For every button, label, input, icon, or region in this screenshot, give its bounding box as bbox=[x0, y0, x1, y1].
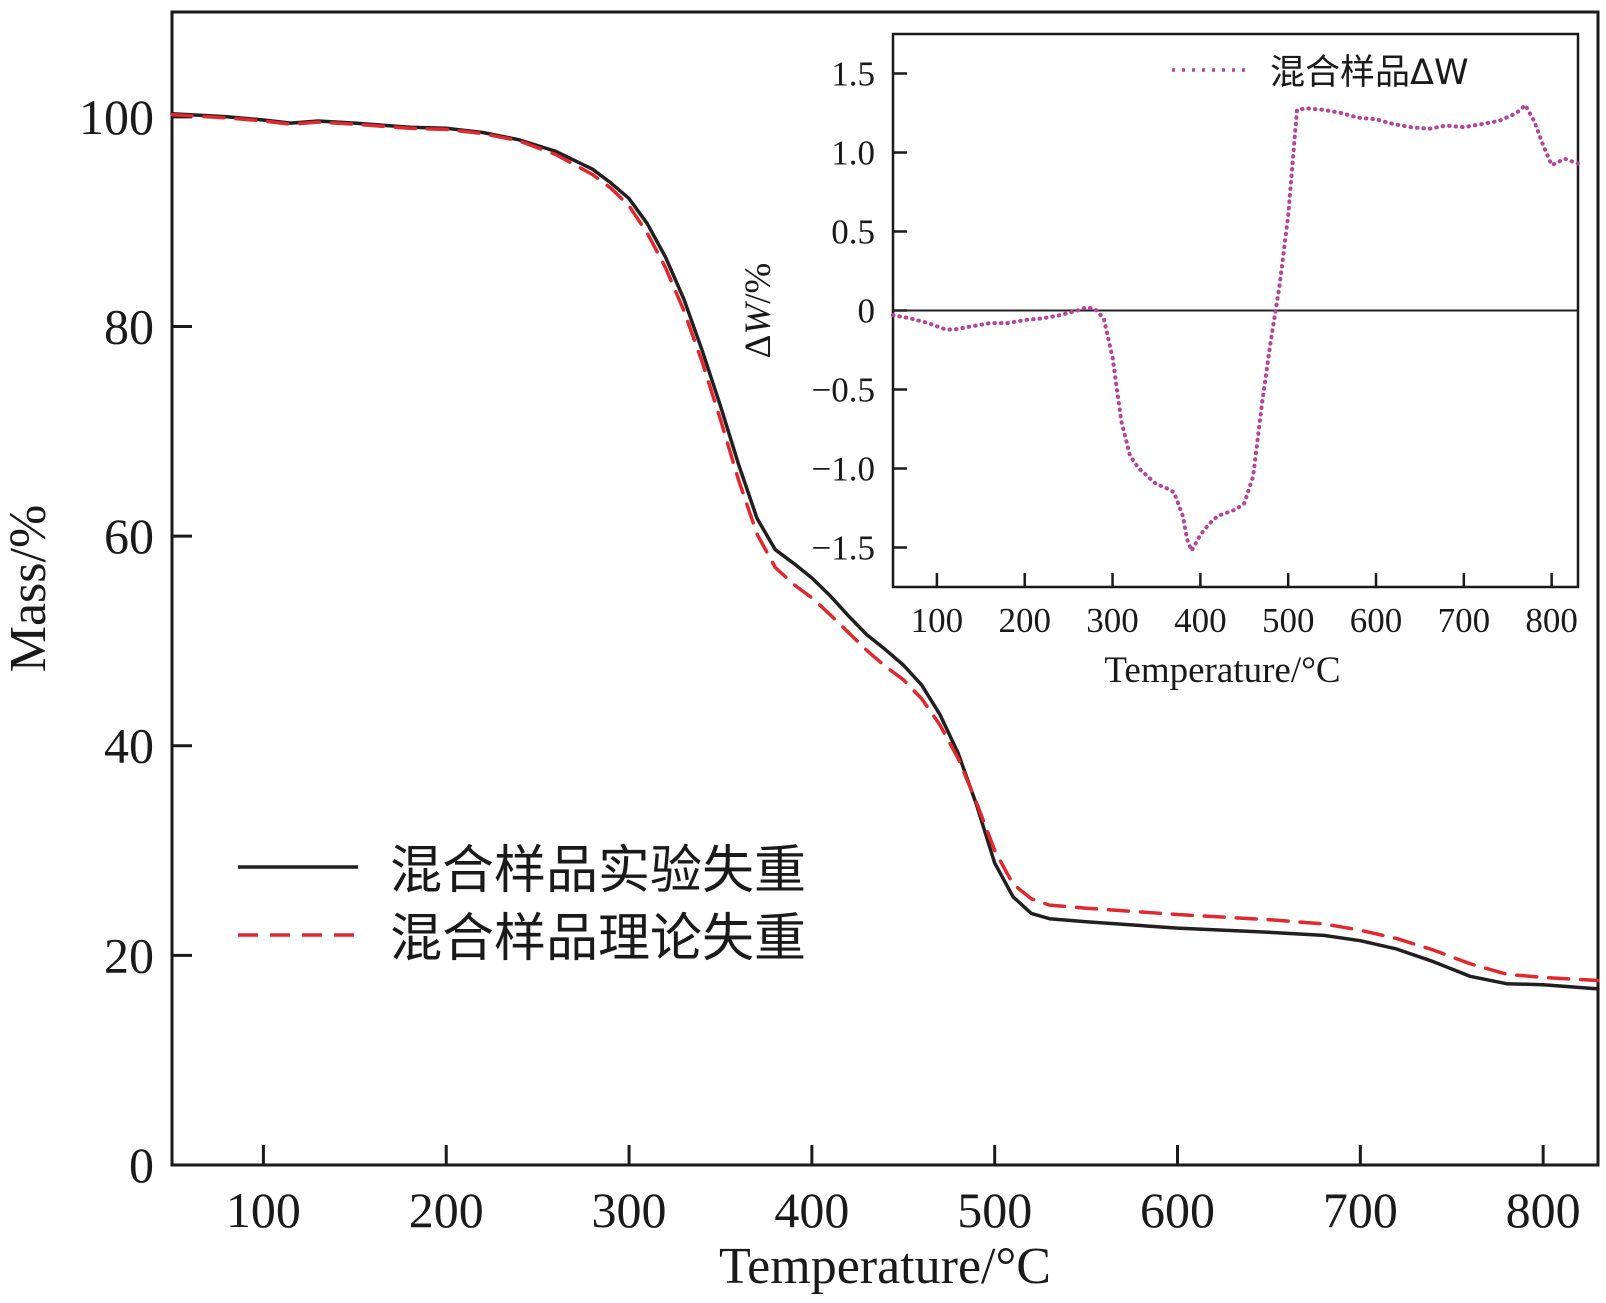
inset-y-axis-title: ΔW/% bbox=[738, 263, 779, 359]
legend-label-experimental: 混合样品实验失重 bbox=[390, 841, 806, 901]
inset-y-tick-label: −1.0 bbox=[812, 450, 876, 489]
main-legend: 混合样品实验失重 混合样品理论失重 bbox=[238, 841, 806, 969]
inset-x-tick-label: 100 bbox=[911, 601, 964, 640]
main-y-tick-label: 100 bbox=[79, 89, 154, 145]
inset-x-tick-label: 300 bbox=[1086, 601, 1139, 640]
inset-x-axis-title: Temperature/°C bbox=[1104, 650, 1340, 691]
inset-y-tick-label: 0 bbox=[858, 292, 876, 331]
inset-y-tick-label: −0.5 bbox=[812, 371, 876, 410]
inset-y-tick-label: 1.5 bbox=[831, 55, 875, 94]
inset-x-tick-label: 600 bbox=[1350, 601, 1403, 640]
inset-x-tick-label: 800 bbox=[1525, 601, 1578, 640]
main-x-tick-label: 200 bbox=[409, 1182, 484, 1238]
inset-series-line-0 bbox=[891, 103, 1580, 553]
main-y-tick-label: 40 bbox=[104, 718, 154, 774]
inset-x-tick-label: 500 bbox=[1262, 601, 1315, 640]
inset-y-tick-label: 1.0 bbox=[831, 134, 875, 173]
main-x-tick-label: 300 bbox=[592, 1182, 667, 1238]
inset-x-tick-label: 400 bbox=[1174, 601, 1227, 640]
main-y-axis-title: Mass/% bbox=[0, 505, 57, 673]
inset-legend: 混合样品ΔW bbox=[1172, 53, 1469, 93]
inset-x-tick-label: 700 bbox=[1438, 601, 1491, 640]
inset-x-tick-label: 200 bbox=[998, 601, 1051, 640]
inset-plot: 100 200 300 400 500 600 700 800 −1.5 −1.0 −0.5 0 0.5… bbox=[738, 32, 1580, 691]
legend-label-theoretical: 混合样品理论失重 bbox=[390, 909, 806, 969]
main-x-tick-label: 600 bbox=[1140, 1182, 1215, 1238]
inset-legend-label: 混合样品ΔW bbox=[1270, 53, 1469, 93]
main-series-line-1 bbox=[170, 112, 1600, 983]
main-y-tick-label: 0 bbox=[129, 1137, 154, 1193]
main-x-tick-label: 400 bbox=[774, 1182, 849, 1238]
main-x-tick-label: 500 bbox=[957, 1182, 1032, 1238]
main-x-tick-label: 800 bbox=[1506, 1182, 1581, 1238]
main-x-tick-label: 100 bbox=[226, 1182, 301, 1238]
main-x-tick-label: 700 bbox=[1323, 1182, 1398, 1238]
main-x-axis-title: Temperature/°C bbox=[719, 1238, 1051, 1295]
inset-y-tick-label: 0.5 bbox=[831, 213, 875, 252]
main-y-tick-label: 80 bbox=[104, 298, 154, 354]
inset-y-tick-label: −1.5 bbox=[812, 529, 876, 568]
main-y-tick-label: 60 bbox=[104, 508, 154, 564]
main-y-tick-label: 20 bbox=[104, 927, 154, 983]
